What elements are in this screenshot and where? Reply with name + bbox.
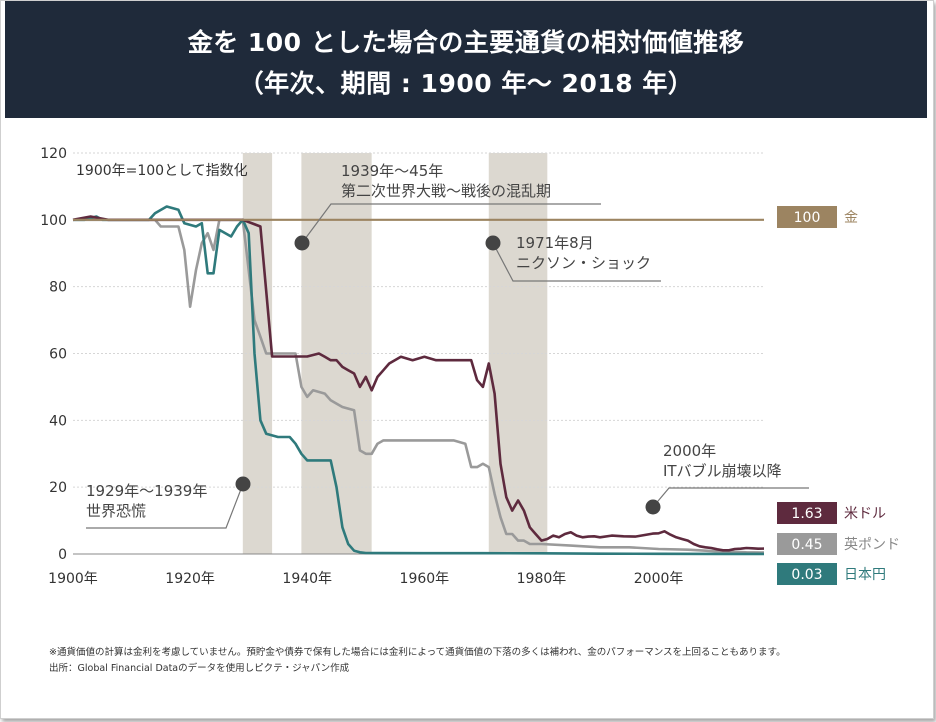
x-tick-label: 1940年	[282, 571, 332, 587]
x-tick-label: 1960年	[400, 571, 450, 587]
end-label-box-gold	[777, 206, 837, 228]
y-tick-label: 20	[49, 480, 67, 496]
end-label-value-usd: 1.63	[791, 506, 822, 522]
annotation-label-3: ITバブル崩壊以降	[663, 462, 782, 480]
x-tick-label: 1980年	[517, 571, 567, 587]
end-label-name-gold: 金	[844, 210, 858, 226]
annotation-label-2: ニクソン・ショック	[516, 254, 651, 272]
series-line-gbp	[73, 218, 765, 554]
annotation-label-2: 1971年8月	[516, 234, 594, 252]
index-note: 1900年=100として指数化	[76, 163, 248, 179]
end-label-value-gbp: 0.45	[791, 537, 822, 553]
x-tick-label: 1900年	[48, 571, 98, 587]
y-tick-label: 40	[49, 413, 67, 429]
annotation-label-3: 2000年	[663, 442, 716, 460]
y-tick-label: 0	[58, 547, 67, 563]
chart-header: 金を 100 とした場合の主要通貨の相対価値推移 （年次、期間 : 1900 年…	[5, 1, 927, 118]
chart-title: 金を 100 とした場合の主要通貨の相対価値推移	[187, 28, 745, 57]
y-tick-label: 80	[49, 280, 67, 296]
chart-subtitle: （年次、期間 : 1900 年〜 2018 年）	[238, 69, 694, 98]
end-label-name-gbp: 英ポンド	[844, 536, 900, 553]
end-label-value-jpy: 0.03	[791, 567, 822, 583]
end-label-name-usd: 米ドル	[844, 506, 886, 522]
annotation-label-0: 世界恐慌	[86, 502, 146, 520]
annotation-leader-2	[492, 242, 661, 282]
annotation-label-1: 1939年〜45年	[341, 162, 443, 180]
annotation-label-1: 第二次世界大戦〜戦後の混乱期	[341, 182, 551, 200]
annotation-label-0: 1929年〜1939年	[86, 482, 207, 500]
y-tick-label: 120	[40, 146, 67, 162]
x-tick-label: 1920年	[165, 571, 215, 587]
end-label-box-jpy	[777, 563, 837, 585]
x-tick-label: 2000年	[634, 571, 684, 587]
y-tick-label: 100	[40, 213, 67, 229]
annotation-leader-3	[652, 487, 809, 508]
annotation-marker-2	[485, 235, 501, 251]
end-label-value-gold: 100	[794, 210, 821, 226]
annotation-marker-3	[645, 499, 661, 515]
series-line-usd	[72, 215, 765, 552]
annotation-marker-1	[294, 235, 310, 251]
end-label-box-gbp	[777, 533, 837, 555]
series-line-jpy	[73, 205, 764, 556]
annotation-leader-0	[86, 483, 244, 529]
end-label-box-usd	[777, 502, 837, 524]
footnote-interest: ※通貨価値の計算は金利を考慮していません。預貯金や債券で保有した場合には金利によ…	[49, 647, 786, 658]
footnote-source: 出所：Global Financial Dataのデータを使用しピクテ・ジャパン…	[49, 663, 350, 674]
annotation-marker-0	[235, 476, 251, 492]
annotation-leader-1	[301, 203, 601, 244]
end-label-name-jpy: 日本円	[844, 567, 886, 583]
y-tick-label: 60	[49, 347, 67, 363]
